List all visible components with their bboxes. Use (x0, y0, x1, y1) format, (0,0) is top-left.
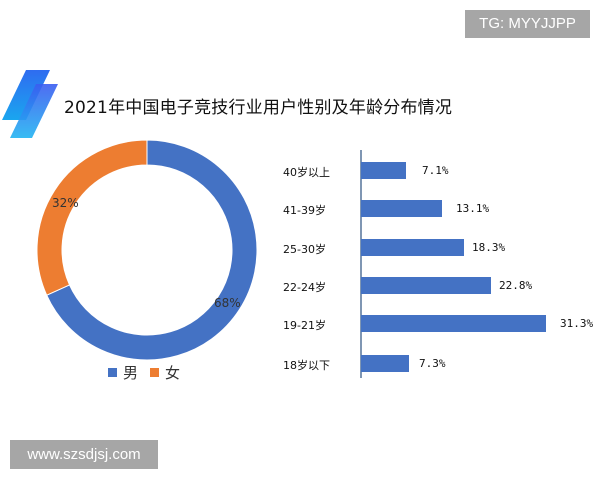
bar-category-label: 41-39岁 (283, 204, 326, 217)
bar-chart-axis (360, 150, 362, 378)
bar-category-label: 25-30岁 (283, 243, 326, 256)
bar-value-label: 31.3% (560, 317, 594, 330)
bar-18-under (361, 355, 409, 372)
bar-category-label: 40岁以上 (283, 166, 330, 179)
legend-swatch-female (150, 368, 160, 377)
bar-19-21 (361, 315, 546, 332)
bar-category-label: 18岁以下 (283, 359, 330, 372)
bar-value-label: 7.3% (419, 357, 446, 370)
male-percent-label: 68% (214, 296, 241, 310)
donut-legend: 男 女 (108, 362, 180, 383)
watermark-website: www.szsdjsj.com (10, 440, 158, 469)
donut-slice-female (36, 139, 148, 296)
chart-title: 2021年中国电子竞技行业用户性别及年龄分布情况 (64, 98, 453, 118)
gender-donut-chart: 32% 68% (36, 139, 258, 361)
bar-value-label: 7.1% (422, 164, 449, 177)
legend-swatch-male (108, 368, 117, 377)
watermark-telegram: TG: MYYJJPP (465, 10, 590, 38)
bar-category-label: 19-21岁 (283, 319, 326, 332)
legend-label-male: 男 (123, 364, 139, 382)
bar-value-label: 18.3% (472, 241, 506, 254)
bar-value-label: 13.1% (456, 202, 490, 215)
bar-41-39 (361, 200, 442, 217)
legend-label-female: 女 (165, 364, 181, 382)
bar-25-30 (361, 239, 464, 256)
bar-40-plus (361, 162, 406, 179)
bar-22-24 (361, 277, 491, 294)
logo-icon (2, 70, 58, 138)
female-percent-label: 32% (52, 196, 79, 210)
bar-value-label: 22.8% (499, 279, 533, 292)
bar-category-label: 22-24岁 (283, 281, 326, 294)
donut-slice-male (46, 139, 258, 361)
